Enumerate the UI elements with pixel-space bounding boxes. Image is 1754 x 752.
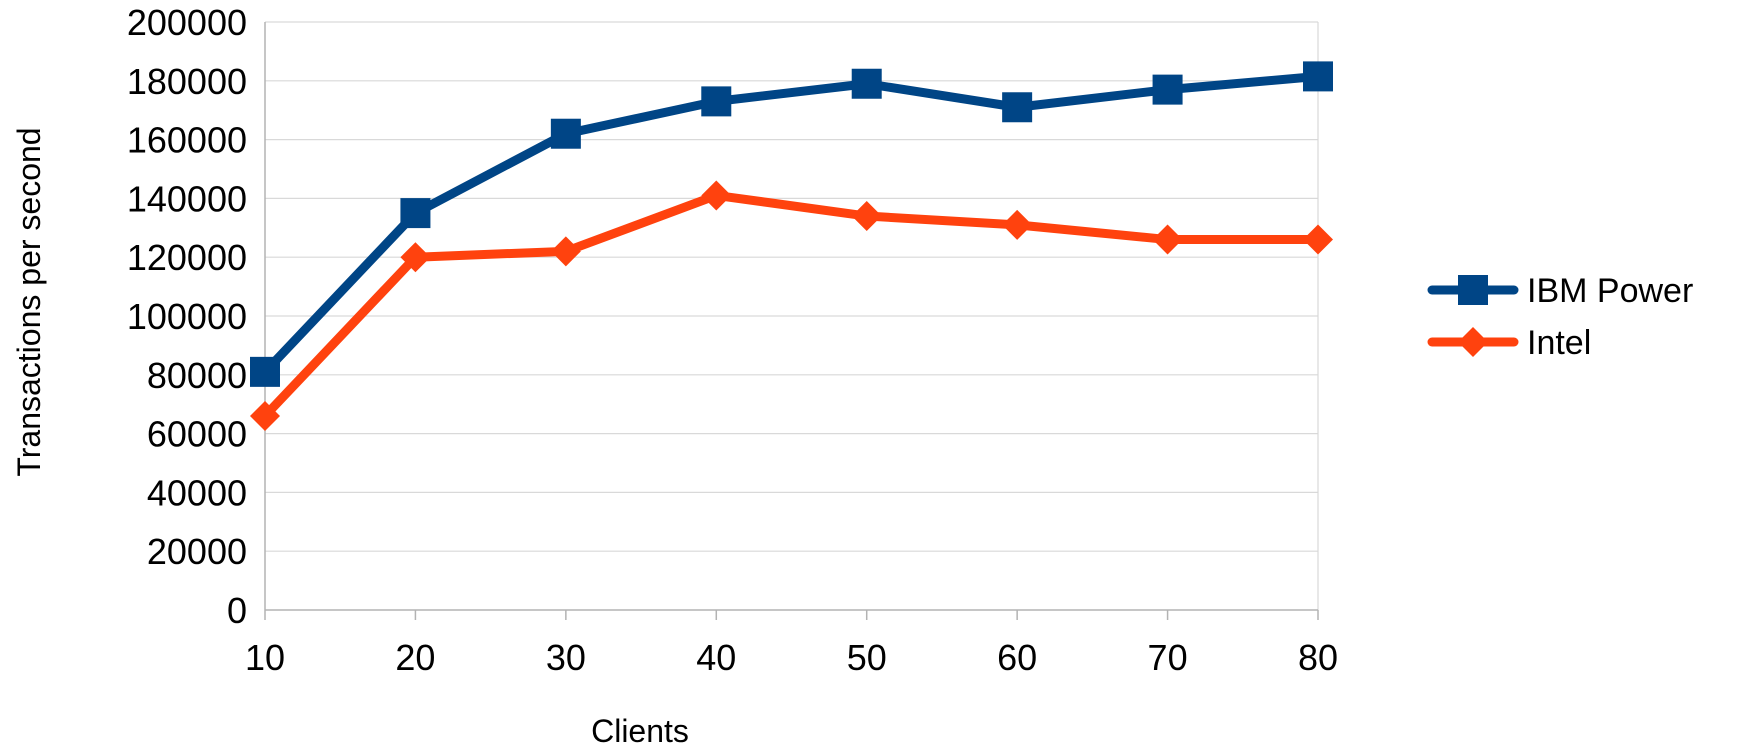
x-tick-label: 50 bbox=[847, 637, 887, 678]
series-intel bbox=[250, 180, 1333, 431]
grid-layer bbox=[265, 21, 1319, 610]
y-tick-label: 60000 bbox=[147, 414, 247, 455]
x-tick-label: 80 bbox=[1298, 637, 1338, 678]
data-point bbox=[851, 201, 882, 232]
y-tick-label: 180000 bbox=[127, 61, 247, 102]
data-point bbox=[1303, 224, 1333, 255]
x-tick-label: 40 bbox=[696, 637, 736, 678]
data-point bbox=[701, 180, 732, 211]
y-axis-title: Transactions per second bbox=[11, 127, 47, 476]
data-point bbox=[550, 236, 581, 267]
y-tick-label: 160000 bbox=[127, 120, 247, 161]
legend-item: Intel bbox=[1427, 324, 1591, 362]
y-tick-label: 40000 bbox=[147, 472, 247, 513]
data-point bbox=[1152, 74, 1183, 105]
series-line bbox=[260, 71, 1323, 377]
y-tick-label: 140000 bbox=[127, 178, 247, 219]
x-tick-label: 10 bbox=[245, 637, 285, 678]
data-point bbox=[400, 198, 431, 229]
x-axis-title: Clients bbox=[591, 713, 689, 749]
data-point bbox=[851, 68, 882, 99]
data-point bbox=[550, 118, 581, 149]
legend-item: IBM Power bbox=[1427, 272, 1693, 310]
legend-marker bbox=[1458, 275, 1488, 305]
series-layer bbox=[250, 61, 1333, 431]
axis-layer: 0 20000 40000 60000 80000 100000 120000 140000 1… bbox=[127, 2, 1338, 678]
series-line bbox=[260, 190, 1323, 421]
y-tick-label: 200000 bbox=[127, 2, 247, 43]
series-ibm-power bbox=[250, 61, 1333, 387]
y-tick-label: 120000 bbox=[127, 237, 247, 278]
y-tick-label: 100000 bbox=[127, 296, 247, 337]
data-point bbox=[1152, 224, 1183, 255]
legend-marker bbox=[1458, 327, 1488, 357]
x-tick-label: 30 bbox=[546, 637, 586, 678]
data-point bbox=[1002, 209, 1033, 240]
y-tick-label: 20000 bbox=[147, 531, 247, 572]
x-tick-label: 60 bbox=[997, 637, 1037, 678]
data-point bbox=[250, 356, 280, 387]
y-tick-label: 0 bbox=[227, 590, 247, 631]
legend: IBM Power Intel bbox=[1427, 272, 1693, 362]
data-point bbox=[400, 242, 431, 273]
data-point bbox=[1002, 92, 1033, 123]
y-tick-label: 80000 bbox=[147, 355, 247, 396]
data-point bbox=[701, 86, 732, 117]
x-tick-label: 70 bbox=[1148, 637, 1188, 678]
data-point bbox=[250, 400, 280, 431]
legend-label: Intel bbox=[1527, 324, 1591, 362]
data-point bbox=[1303, 61, 1333, 92]
x-tick-label: 20 bbox=[395, 637, 435, 678]
legend-label: IBM Power bbox=[1527, 272, 1693, 310]
